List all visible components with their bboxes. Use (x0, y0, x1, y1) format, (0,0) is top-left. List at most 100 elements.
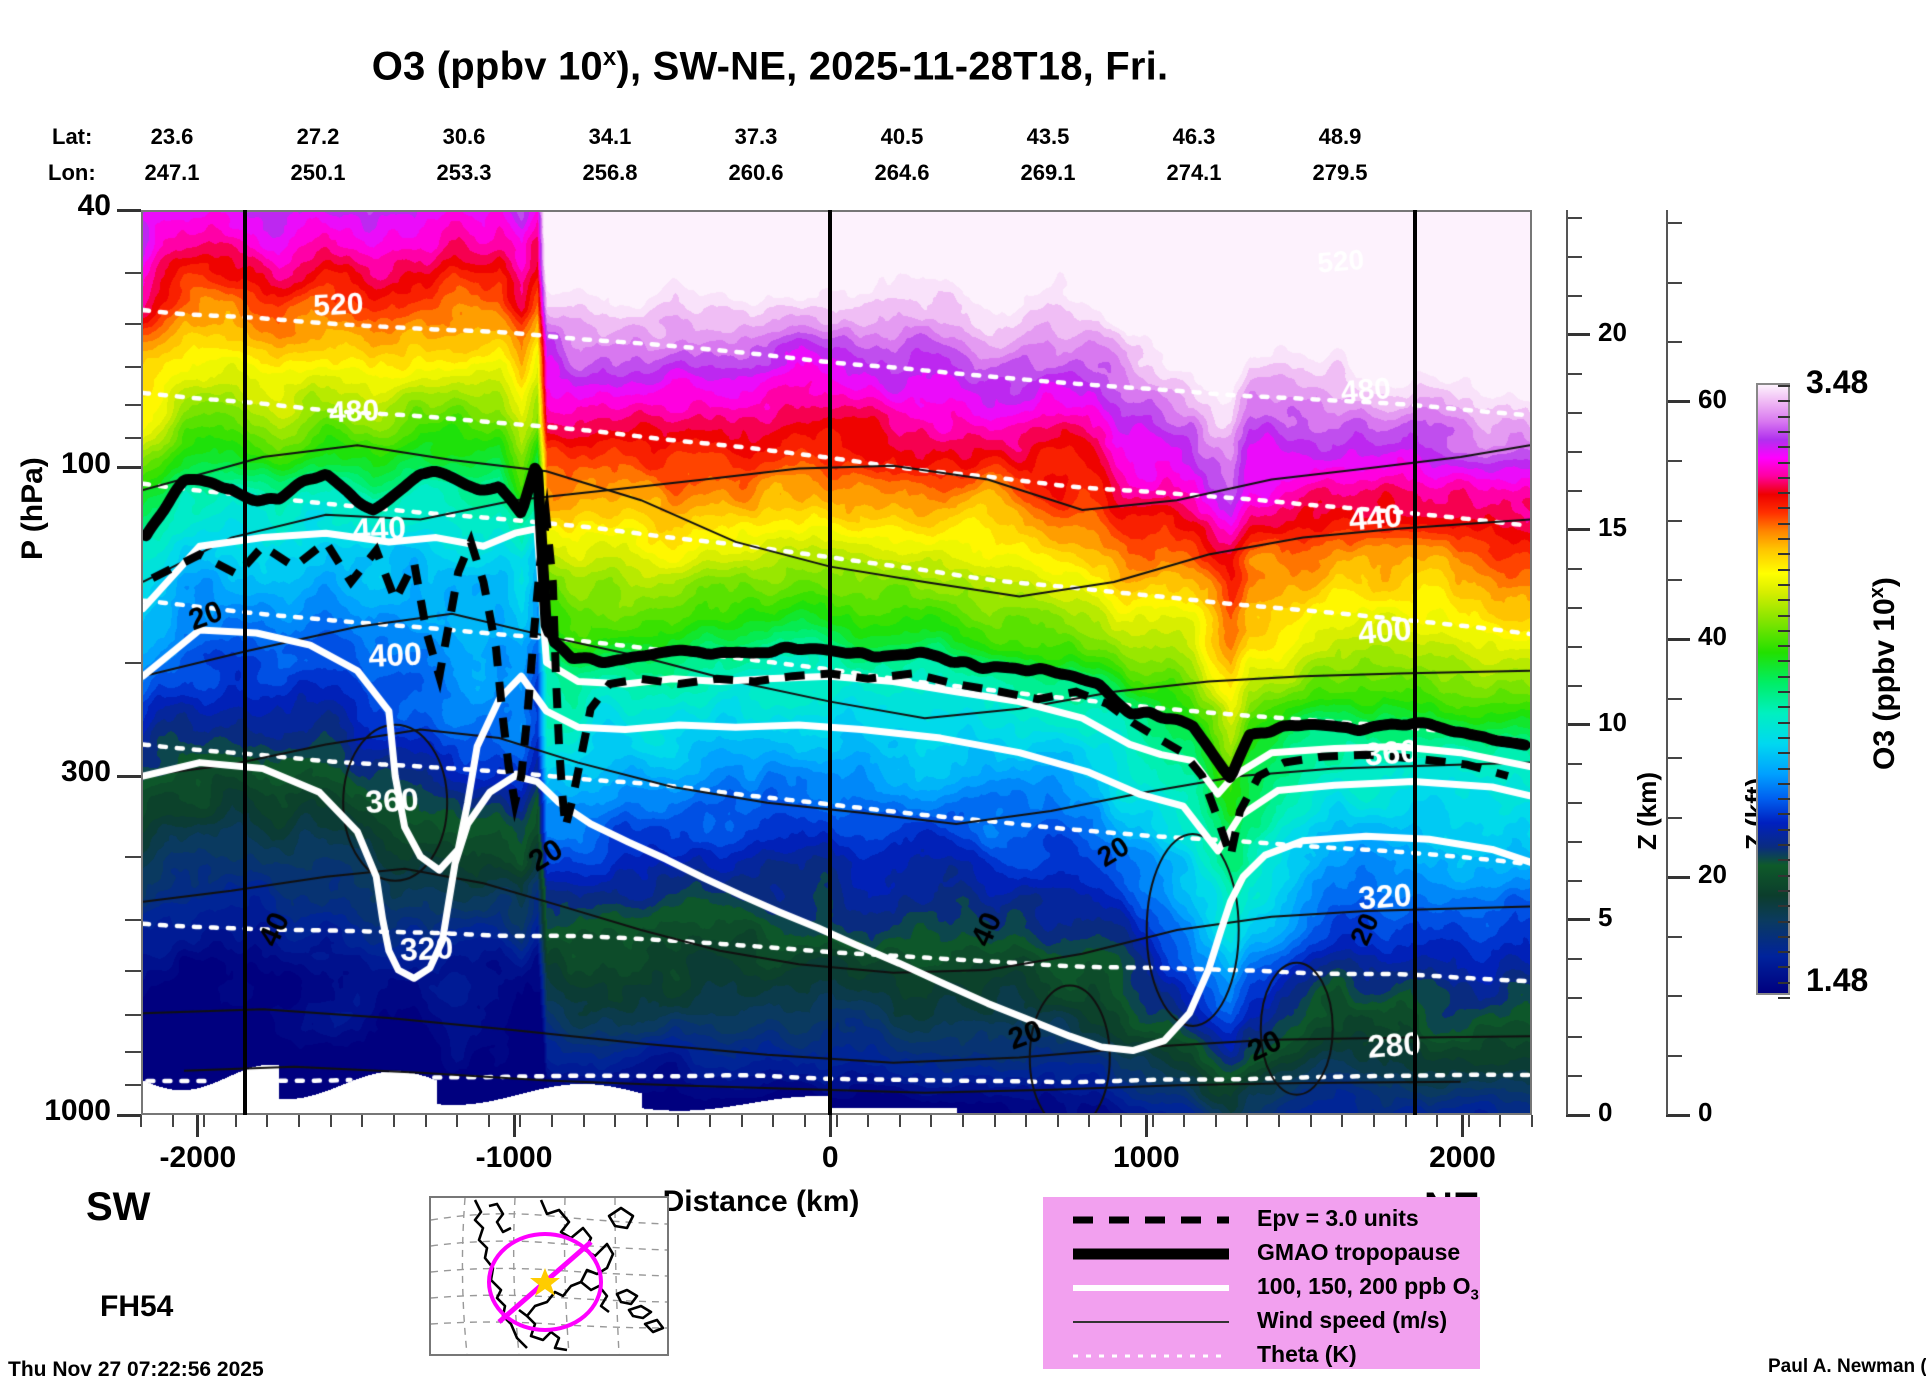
colorbar-tick (1778, 461, 1790, 464)
contour-overlay-canvas (143, 212, 1530, 1113)
z-km-axis-title: Z (km) (1632, 772, 1662, 850)
cross-section-plot[interactable] (141, 210, 1532, 1115)
x-tick-minor (1056, 1115, 1059, 1127)
lat-value: 48.9 (1318, 124, 1362, 149)
legend-line-sample (1071, 1237, 1231, 1271)
colorbar-tick (1778, 767, 1790, 770)
colorbar-tick (1778, 446, 1790, 449)
legend-line-sample (1071, 1305, 1231, 1339)
colorbar-tick (1778, 736, 1790, 739)
legend-item[interactable]: Epv = 3.0 units (1043, 1203, 1480, 1237)
legend-line-sample (1071, 1203, 1231, 1237)
lat-label: Lat: (52, 124, 93, 149)
legend-item[interactable]: GMAO tropopause (1043, 1237, 1480, 1271)
x-tick-minor (930, 1115, 933, 1127)
x-tick-major (512, 1115, 516, 1137)
inset-map-svg (431, 1198, 667, 1354)
colorbar-tick (1778, 997, 1790, 999)
colorbar-tick (1778, 476, 1790, 479)
lon-value: 274.1 (1166, 160, 1222, 185)
colorbar-tick (1778, 385, 1790, 387)
legend-item-label: Wind speed (m/s) (1257, 1307, 1448, 1333)
x-tick-minor (1499, 1115, 1502, 1127)
x-tick-minor (361, 1115, 364, 1127)
colorbar-tick (1778, 614, 1790, 617)
y-tick-minor (125, 322, 141, 325)
x-tick-minor (550, 1115, 553, 1127)
colorbar-tick (1778, 629, 1790, 632)
z-km-axis: Z (km) (1566, 210, 1686, 1115)
lon-label: Lon: (48, 160, 96, 185)
x-tick-minor (645, 1115, 648, 1127)
legend-item-label: 100, 150, 200 ppb O3 (1257, 1273, 1479, 1304)
legend-item[interactable]: 100, 150, 200 ppb O3 (1043, 1271, 1480, 1305)
generation-timestamp: Thu Nov 27 07:22:56 2025 (8, 1358, 264, 1381)
lon-value: 250.1 (290, 160, 346, 185)
x-tick-minor (1372, 1115, 1375, 1127)
x-tick-minor (1088, 1115, 1091, 1127)
x-tick-minor (709, 1115, 712, 1127)
colorbar-tick (1778, 538, 1790, 540)
colorbar-tick (1778, 798, 1790, 801)
colorbar-tick (1778, 645, 1790, 648)
lat-value: 37.3 (734, 124, 778, 149)
legend-item[interactable]: Wind speed (m/s) (1043, 1305, 1480, 1339)
title-main: O3 (ppbv 10 (371, 44, 603, 89)
y-tick-minor (125, 1013, 141, 1016)
x-tick-minor (677, 1115, 680, 1127)
x-tick-minor (614, 1115, 617, 1127)
colorbar-tick (1778, 844, 1790, 846)
colorbar-tick (1778, 599, 1790, 602)
colorbar-title-exponent: x (1866, 587, 1888, 599)
x-tick-minor (740, 1115, 743, 1127)
colorbar-tick (1778, 981, 1790, 984)
coastlines (473, 1199, 665, 1352)
y-tick-minor (125, 403, 141, 406)
lat-value: 43.5 (1026, 124, 1070, 149)
colorbar-tick (1778, 935, 1790, 938)
lat-value: 23.6 (150, 124, 194, 149)
colorbar-tick (1778, 400, 1790, 403)
legend-panel[interactable]: Epv = 3.0 units GMAO tropopause 100, 150, … (1043, 1197, 1480, 1369)
title-exponent: x (602, 44, 617, 71)
legend-item-label: Theta (K) (1257, 1341, 1357, 1367)
x-tick-minor (140, 1115, 142, 1127)
colorbar-tick (1778, 583, 1790, 586)
z-kft-axis: Z (kft) (1666, 210, 1786, 1115)
x-tick-minor (993, 1115, 996, 1127)
x-tick-major (196, 1115, 200, 1137)
colorbar-tick (1778, 782, 1790, 785)
x-tick-minor (1246, 1115, 1249, 1127)
x-tick-minor (171, 1115, 174, 1127)
legend-subscript: 3 (1470, 1286, 1479, 1304)
y-tick-major (117, 774, 141, 778)
legend-item[interactable]: Theta (K) (1043, 1339, 1480, 1373)
colorbar-tick (1778, 675, 1790, 678)
x-tick-minor (392, 1115, 395, 1127)
lon-value: 256.8 (582, 160, 638, 185)
colorbar[interactable] (1756, 383, 1790, 999)
y-tick-minor (125, 970, 141, 973)
x-tick-minor (1214, 1115, 1217, 1127)
colorbar-tick (1778, 813, 1790, 816)
colorbar-tick (1778, 522, 1790, 525)
y-tick-label: 300 (60, 755, 111, 789)
legend-line-sample (1071, 1339, 1231, 1373)
y-tick-minor (125, 919, 141, 922)
lat-value: 30.6 (442, 124, 486, 149)
x-tick-major (828, 1115, 832, 1137)
colorbar-title: O3 (ppbv 10x) (1866, 577, 1902, 770)
legend-item-label: GMAO tropopause (1257, 1239, 1461, 1265)
lat-value: 27.2 (296, 124, 340, 149)
x-tick-minor (1025, 1115, 1028, 1127)
page-title: O3 (ppbv 10x), SW-NE, 2025-11-28T18, Fri… (0, 44, 1540, 89)
inset-location-map[interactable] (429, 1196, 669, 1356)
colorbar-tick (1778, 905, 1790, 908)
sw-direction-label: SW (86, 1185, 151, 1229)
colorbar-tick (1778, 889, 1790, 892)
longitude-row: Lon: 247.1 250.1 253.3 256.8 260.6 264.6 269.1… (0, 160, 1540, 190)
y-tick-minor (125, 1084, 141, 1087)
y-tick-minor (125, 366, 141, 369)
y-axis-title: P (hPa) (16, 457, 49, 560)
colorbar-tick (1778, 706, 1790, 709)
